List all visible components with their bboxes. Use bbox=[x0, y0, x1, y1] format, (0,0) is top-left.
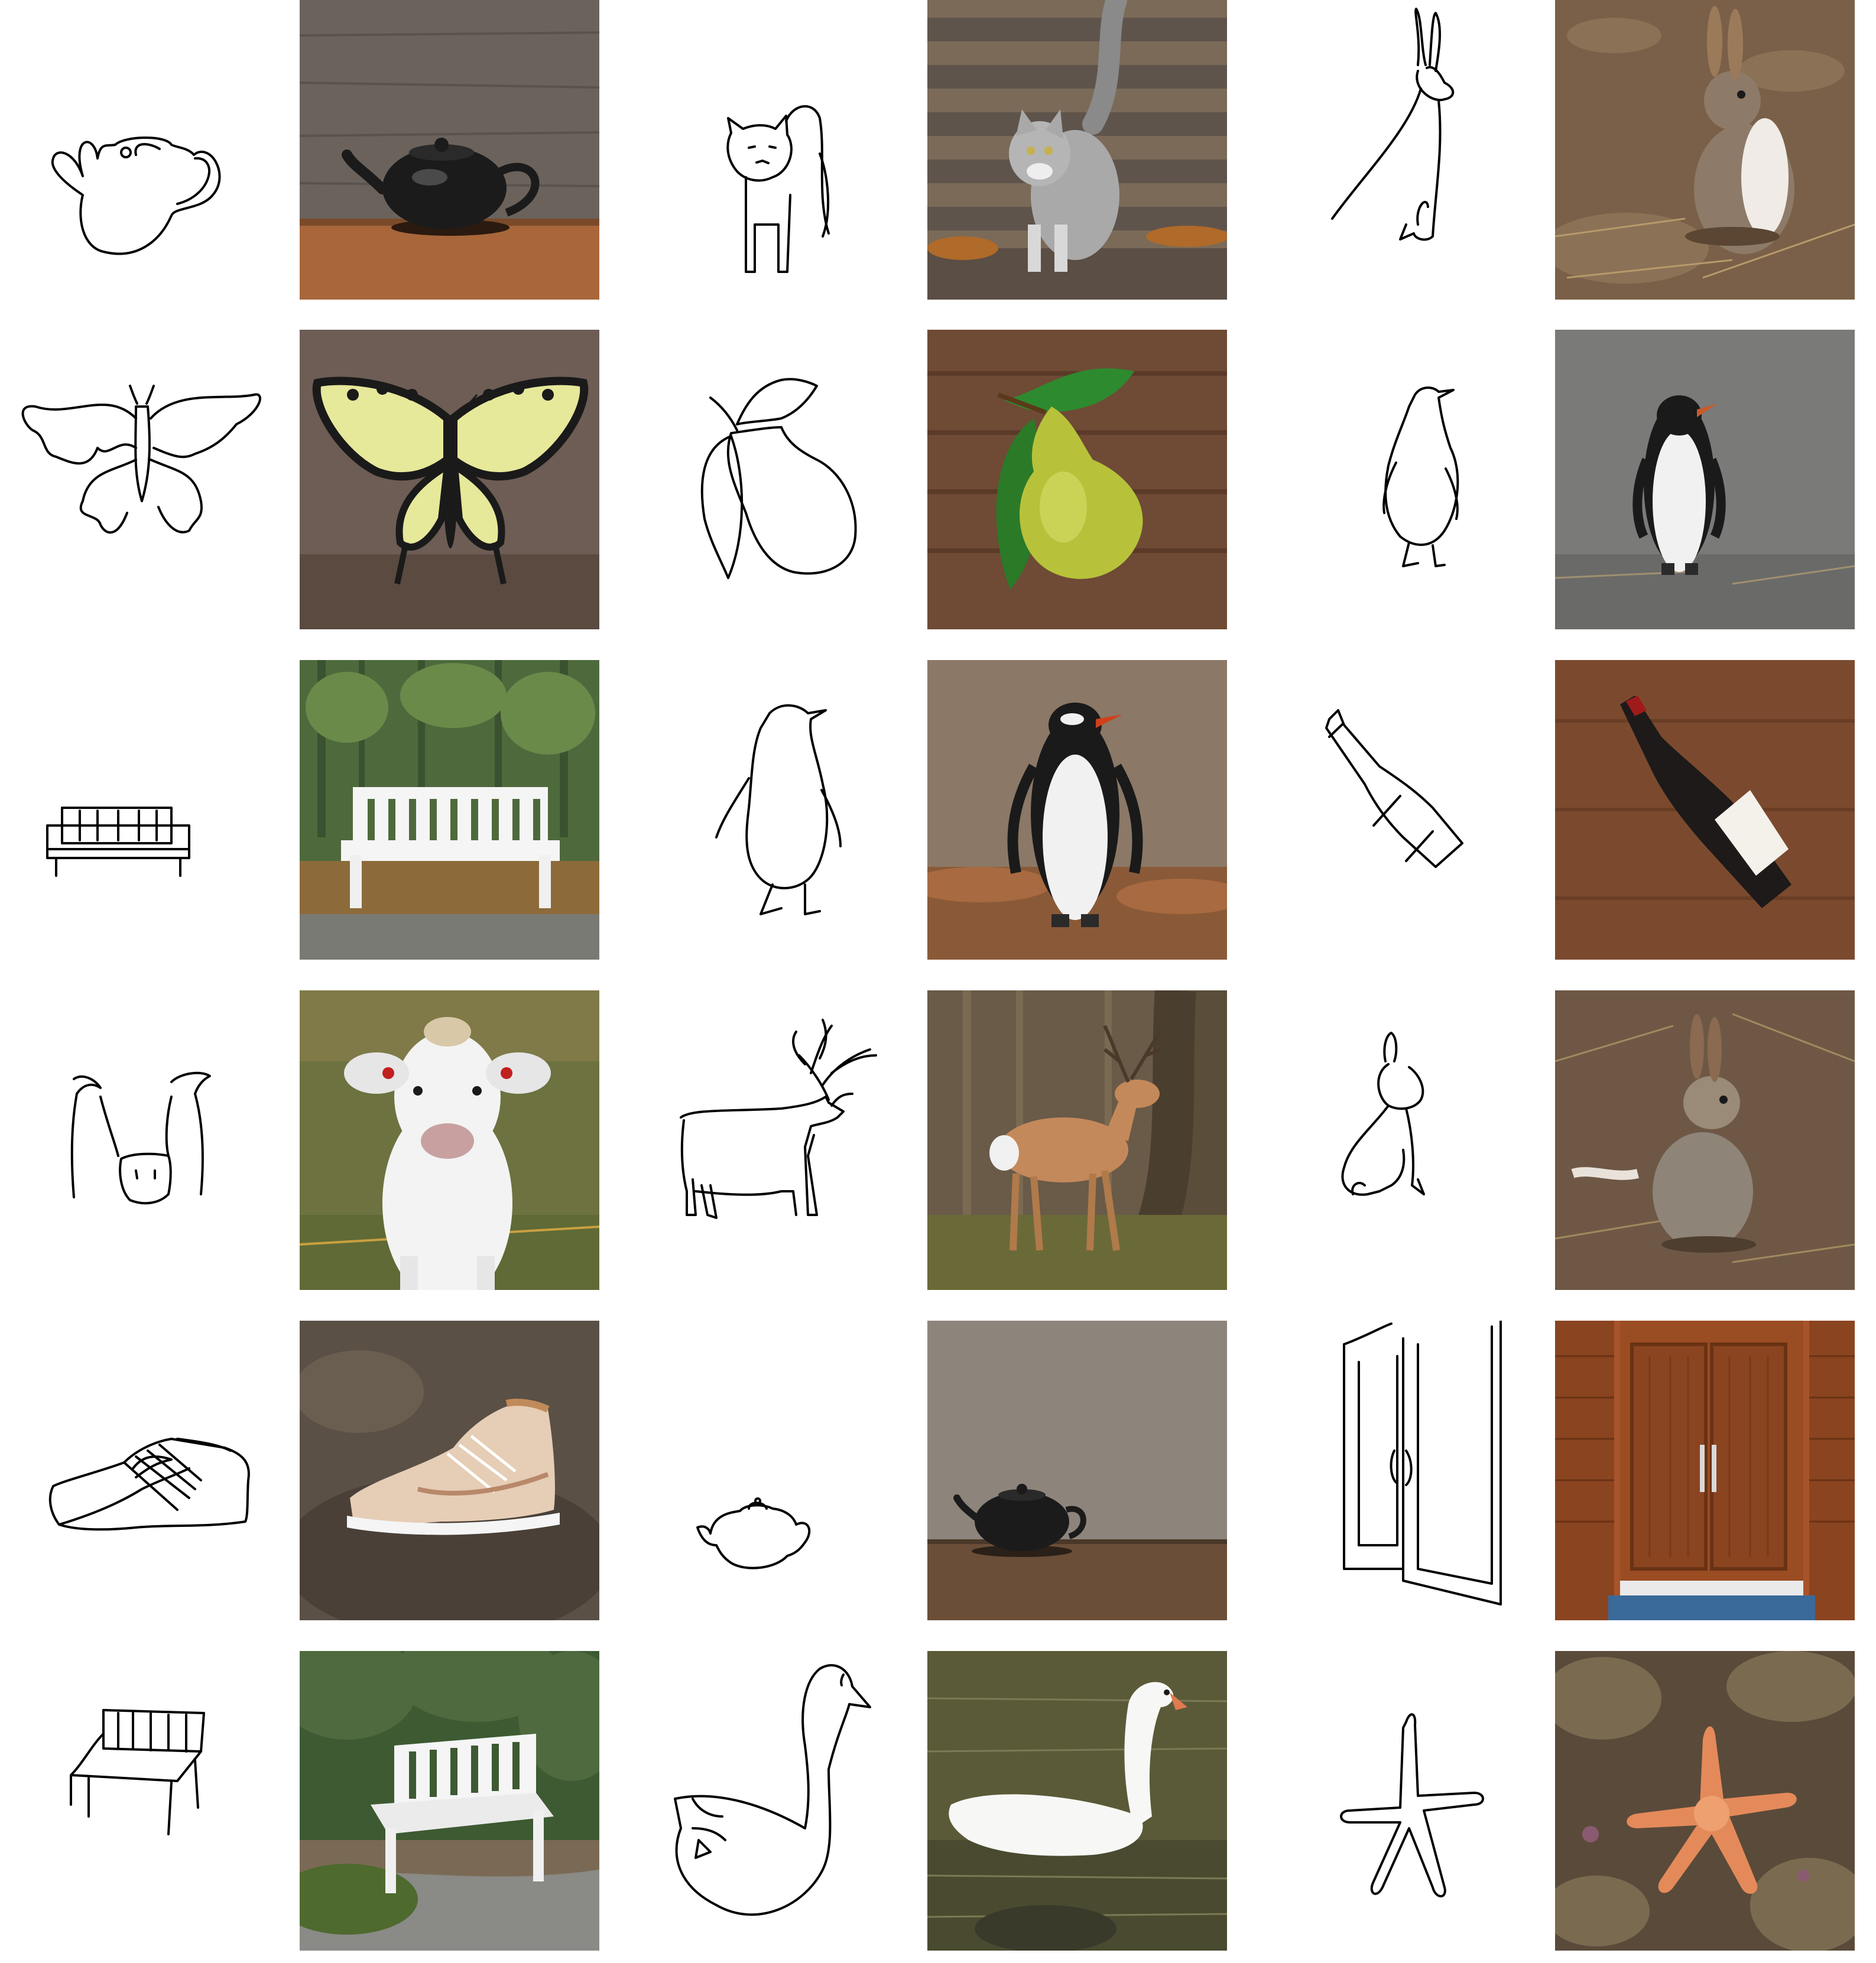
rabbit-photo-sitting bbox=[1555, 990, 1855, 1290]
rabbit-sketch-icon bbox=[1255, 0, 1555, 300]
teapot-sketch-icon bbox=[0, 0, 300, 300]
wine-bottle-photo bbox=[1555, 660, 1855, 960]
wine-bottle-sketch-icon bbox=[1255, 660, 1555, 960]
rabbit-sketch-icon bbox=[1255, 990, 1555, 1290]
sneaker-photo bbox=[300, 1321, 599, 1620]
cat-photo bbox=[927, 0, 1227, 300]
pear-photo bbox=[927, 330, 1227, 629]
cow-photo bbox=[300, 990, 599, 1290]
starfish-photo bbox=[1555, 1651, 1855, 1951]
butterfly-sketch-icon bbox=[0, 330, 300, 629]
penguin-sketch-icon bbox=[1255, 330, 1555, 629]
teapot-sketch-icon-small bbox=[628, 1321, 927, 1620]
double-door-sketch-icon bbox=[1255, 1321, 1555, 1620]
penguin-photo-rocks bbox=[927, 660, 1227, 960]
bench-sketch-icon bbox=[0, 660, 300, 960]
swan-sketch-icon bbox=[628, 1651, 927, 1951]
penguin-photo-road bbox=[1555, 330, 1855, 629]
bench-photo-trees bbox=[300, 1651, 599, 1951]
teapot-photo-small bbox=[927, 1321, 1227, 1620]
teapot-photo bbox=[300, 0, 599, 300]
bench-photo-forest bbox=[300, 660, 599, 960]
bench-sketch-icon-small bbox=[0, 1651, 300, 1951]
swan-photo bbox=[927, 1651, 1227, 1951]
rabbit-photo bbox=[1555, 0, 1855, 300]
deer-sketch-icon bbox=[628, 990, 927, 1290]
pear-sketch-icon bbox=[628, 330, 927, 629]
sneaker-sketch-icon bbox=[0, 1321, 300, 1620]
starfish-sketch-icon bbox=[1255, 1651, 1555, 1951]
cat-sketch-icon bbox=[628, 0, 927, 300]
penguin-sketch-icon bbox=[628, 660, 927, 960]
cow-sketch-icon bbox=[0, 990, 300, 1290]
butterfly-photo bbox=[300, 330, 599, 629]
deer-photo bbox=[927, 990, 1227, 1290]
double-door-photo bbox=[1555, 1321, 1855, 1620]
